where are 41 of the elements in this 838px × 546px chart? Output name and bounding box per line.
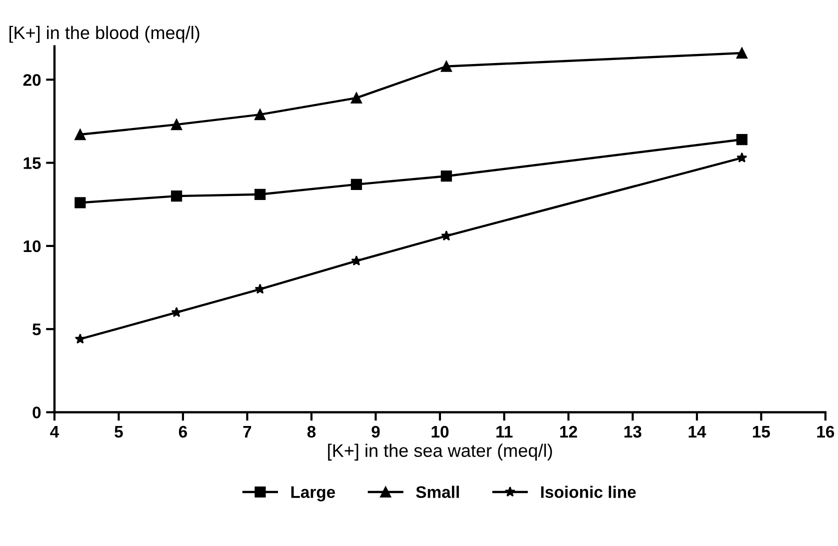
x-tick-label: 4 [50, 426, 60, 438]
x-tick-label: 15 [752, 426, 770, 438]
x-tick-label: 13 [624, 426, 642, 438]
y-tick-label: 0 [32, 406, 41, 418]
y-tick-label: 15 [24, 157, 41, 170]
x-tick-label: 14 [688, 426, 706, 438]
x-tick-label: 11 [496, 426, 513, 438]
x-tick-label: 12 [560, 426, 578, 438]
point [254, 284, 266, 294]
point [74, 197, 86, 208]
point [441, 230, 452, 241]
x-tick-label: 8 [307, 426, 316, 438]
legend-label: Isoionic line [541, 486, 636, 498]
point [440, 170, 452, 182]
y-axis-title: [K+] in the blood (meq/l) [10, 26, 200, 43]
point [736, 134, 748, 146]
point [736, 152, 748, 162]
point [440, 60, 452, 72]
legend-label: Small [416, 486, 459, 498]
x-tick-label: 6 [178, 426, 187, 438]
point [171, 306, 182, 318]
point [254, 109, 266, 120]
y-tick-label: 20 [23, 74, 41, 86]
point [170, 190, 182, 202]
point [74, 128, 86, 140]
x-tick-label: 10 [432, 426, 449, 438]
point [74, 334, 86, 344]
point [350, 92, 362, 104]
point [254, 188, 266, 200]
point [350, 178, 362, 190]
y-tick-label: 5 [32, 324, 41, 336]
point [170, 119, 182, 130]
point [736, 48, 748, 59]
x-tick-label: 9 [372, 426, 380, 438]
y-tick-label: 10 [24, 240, 41, 252]
x-axis-title: [K+] in the sea water (meq/l) [328, 444, 552, 461]
point [351, 255, 362, 266]
legend-label: Large [291, 486, 336, 502]
x-tick-label: 5 [114, 426, 123, 438]
x-tick-label: 7 [243, 426, 252, 438]
x-tick-label: 16 [817, 426, 834, 438]
